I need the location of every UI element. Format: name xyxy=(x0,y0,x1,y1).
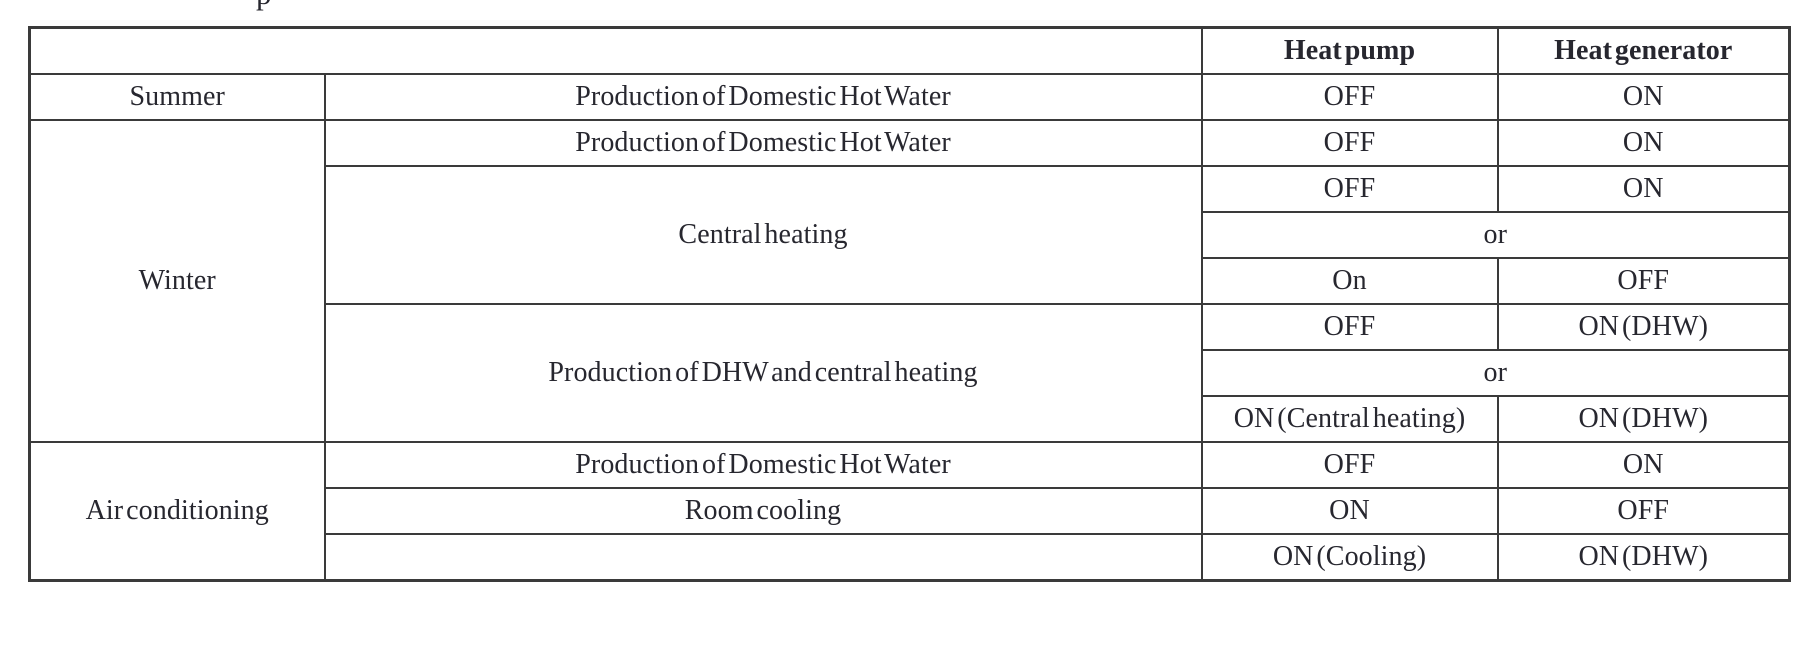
season-cell-summer: Summer xyxy=(28,73,326,121)
air-conditioning-dhw-row: Air conditioning Production of Domestic … xyxy=(28,441,1791,582)
summer-dhw-row: Summer Production of Domestic Hot Water … xyxy=(28,73,1791,121)
mode-cell-central-heating: Central heating xyxy=(323,165,1203,305)
heat-pump-cell-ac-dhw: OFF xyxy=(1200,441,1499,489)
mode-cell-dhw-and-central-heating: Production of DHW and central heating xyxy=(323,303,1203,443)
heat-generator-cell-central-heating-option1: ON xyxy=(1496,165,1791,213)
column-header-heat-pump: Heat pump xyxy=(1200,26,1499,75)
header-row: Heat pump Heat generator xyxy=(28,26,1791,75)
season-cell-air-conditioning: Air conditioning xyxy=(28,441,326,582)
heat-pump-cell-dhw-central-option1: OFF xyxy=(1200,303,1499,351)
winter-dhw-central-or-row: or xyxy=(30,349,1791,397)
column-header-heat-generator: Heat generator xyxy=(1496,26,1791,75)
heat-generator-cell-winter-dhw: ON xyxy=(1496,119,1791,167)
winter-central-heating-or-row: or xyxy=(30,211,1791,259)
heat-pump-cell-cooling-dhw: ON (Cooling) xyxy=(1200,533,1499,582)
operating-modes-table: Heat pump Heat generator Summer Producti… xyxy=(28,26,1791,582)
mode-cell-blank xyxy=(323,533,1203,582)
winter-dhw-central-option1-row: Production of DHW and central heating OF… xyxy=(30,303,1791,443)
heat-generator-cell-dhw-central-option2: ON (DHW) xyxy=(1496,395,1791,443)
heat-generator-cell-room-cooling: OFF xyxy=(1496,487,1791,535)
heat-pump-cell-dhw-central-option2: ON (Central heating) xyxy=(1200,395,1499,443)
cropped-text-fragment: p xyxy=(256,0,296,13)
season-cell-winter: Winter xyxy=(28,119,326,443)
heat-pump-cell-summer-dhw: OFF xyxy=(1200,73,1499,121)
cropped-letter: p xyxy=(256,0,272,12)
heat-pump-cell-central-heating-option1: OFF xyxy=(1200,165,1499,213)
or-cell-central-heating: or xyxy=(1200,211,1791,259)
heat-generator-cell-summer-dhw: ON xyxy=(1496,73,1791,121)
winter-dhw-central-option2-row: ON (Central heating) ON (DHW) xyxy=(30,395,1791,443)
winter-central-heating-option1-row: Central heating OFF ON xyxy=(30,165,1791,305)
mode-cell-ac-dhw: Production of Domestic Hot Water xyxy=(323,441,1203,489)
winter-central-heating-option2-row: On OFF xyxy=(30,257,1791,305)
or-cell-dhw-and-central-heating: or xyxy=(1200,349,1791,397)
heat-generator-cell-ac-dhw: ON xyxy=(1496,441,1791,489)
mode-cell-winter-dhw: Production of Domestic Hot Water xyxy=(323,119,1203,167)
heat-pump-cell-room-cooling: ON xyxy=(1200,487,1499,535)
air-conditioning-room-cooling-row: Room cooling ON OFF xyxy=(30,487,1791,535)
heat-pump-cell-central-heating-option2: On xyxy=(1200,257,1499,305)
heat-pump-cell-winter-dhw: OFF xyxy=(1200,119,1499,167)
heat-generator-cell-dhw-central-option1: ON (DHW) xyxy=(1496,303,1791,351)
mode-cell-summer-dhw: Production of Domestic Hot Water xyxy=(323,73,1203,121)
air-conditioning-cooling-dhw-row: ON (Cooling) ON (DHW) xyxy=(30,533,1791,582)
header-blank-cell xyxy=(28,26,1203,75)
heat-generator-cell-central-heating-option2: OFF xyxy=(1496,257,1791,305)
winter-dhw-row: Winter Production of Domestic Hot Water … xyxy=(28,119,1791,443)
mode-cell-room-cooling: Room cooling xyxy=(323,487,1203,535)
heat-generator-cell-cooling-dhw: ON (DHW) xyxy=(1496,533,1791,582)
